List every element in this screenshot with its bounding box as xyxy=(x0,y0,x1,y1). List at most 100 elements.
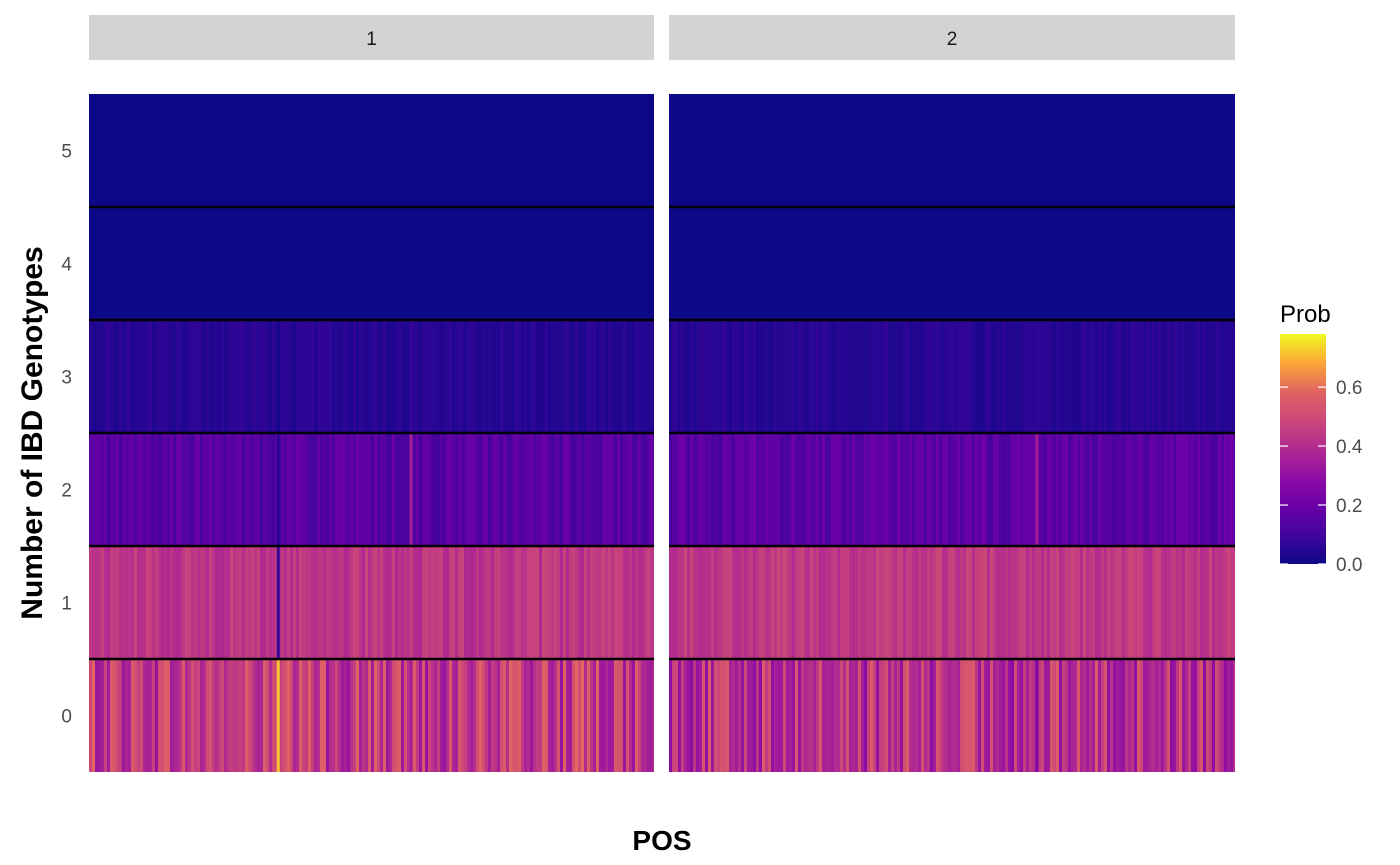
heatmap-cell xyxy=(903,320,907,433)
heatmap-cell xyxy=(626,546,630,659)
heatmap-cell xyxy=(1143,546,1147,659)
heatmap-cell xyxy=(1218,433,1222,546)
heatmap-cell xyxy=(840,659,844,772)
heatmap-cell xyxy=(1083,546,1087,659)
heatmap-cell xyxy=(347,659,351,772)
heatmap-cell xyxy=(1173,320,1177,433)
heatmap-cell xyxy=(1179,659,1183,772)
heatmap-cell xyxy=(1056,659,1060,772)
heatmap-cell xyxy=(179,546,183,659)
heatmap-cell xyxy=(933,433,937,546)
heatmap-cell xyxy=(350,320,354,433)
heatmap-cell xyxy=(921,433,925,546)
heatmap-cell xyxy=(1209,659,1213,772)
heatmap-cell xyxy=(503,320,507,433)
heatmap-cell xyxy=(596,546,600,659)
heatmap-cell xyxy=(1026,320,1030,433)
heatmap-cell xyxy=(647,546,651,659)
heatmap-cell xyxy=(218,659,222,772)
heatmap-cell xyxy=(263,659,267,772)
heatmap-cell xyxy=(551,659,555,772)
legend-ticks: 0.00.20.40.6 xyxy=(1280,378,1363,576)
heatmap-cell xyxy=(131,659,135,772)
heatmap-cell xyxy=(1197,659,1201,772)
heatmap-cell-highlight xyxy=(276,659,280,772)
heatmap-cell xyxy=(374,320,378,433)
heatmap-cell xyxy=(1200,320,1204,433)
heatmap-cell xyxy=(999,320,1003,433)
heatmap-cell xyxy=(308,433,312,546)
heatmap-cell xyxy=(413,433,417,546)
heatmap-cell xyxy=(846,320,850,433)
heatmap-cell xyxy=(620,433,624,546)
heatmap-cell xyxy=(912,320,916,433)
heatmap-cell xyxy=(720,659,724,772)
heatmap-cell xyxy=(365,546,369,659)
heatmap-cell xyxy=(596,320,600,433)
heatmap-cell xyxy=(335,433,339,546)
heatmap-cell xyxy=(1155,659,1159,772)
heatmap-cell xyxy=(440,433,444,546)
heatmap-cell xyxy=(984,320,988,433)
heatmap-cell xyxy=(215,546,219,659)
heatmap-cell xyxy=(753,433,757,546)
heatmap-cell xyxy=(1044,433,1048,546)
heatmap-cell xyxy=(590,433,594,546)
heatmap-cell xyxy=(506,546,510,659)
heatmap-cell xyxy=(260,659,264,772)
heatmap-cell xyxy=(1038,320,1042,433)
heatmap-cell xyxy=(1014,433,1018,546)
heatmap-cell xyxy=(1032,659,1036,772)
heatmap-cell xyxy=(1116,320,1120,433)
heatmap-cell xyxy=(1140,546,1144,659)
heatmap-cell xyxy=(987,659,991,772)
heatmap-cell xyxy=(1008,659,1012,772)
heatmap-cell xyxy=(332,659,336,772)
heatmap-cell xyxy=(182,433,186,546)
heatmap-cell xyxy=(810,433,814,546)
heatmap-cell xyxy=(948,433,952,546)
heatmap-cell xyxy=(1038,659,1042,772)
heatmap-cell xyxy=(1008,433,1012,546)
heatmap-cell xyxy=(275,320,279,433)
heatmap-cell xyxy=(326,320,330,433)
heatmap-cell xyxy=(1032,546,1036,659)
heatmap-cell xyxy=(1203,320,1207,433)
heatmap-cell xyxy=(783,433,787,546)
heatmap-cell xyxy=(467,320,471,433)
heatmap-cell xyxy=(1203,433,1207,546)
heatmap-cell xyxy=(684,320,688,433)
heatmap-cell xyxy=(533,433,537,546)
heatmap-cell xyxy=(437,433,441,546)
heatmap-cell xyxy=(593,546,597,659)
heatmap-cell xyxy=(1074,320,1078,433)
heatmap-cell xyxy=(608,659,612,772)
heatmap-cell xyxy=(1062,546,1066,659)
heatmap-cell xyxy=(401,546,405,659)
heatmap-cell xyxy=(272,433,276,546)
heatmap-cell xyxy=(1212,433,1216,546)
y-tick-label: 2 xyxy=(61,481,72,502)
heatmap-cell xyxy=(969,546,973,659)
heatmap-cell xyxy=(930,433,934,546)
heatmap-cell xyxy=(311,546,315,659)
heatmap-cell xyxy=(539,546,543,659)
heatmap-cell xyxy=(404,320,408,433)
heatmap-cell xyxy=(987,433,991,546)
heatmap-cell xyxy=(548,659,552,772)
heatmap-cell xyxy=(768,433,772,546)
heatmap-cell xyxy=(452,546,456,659)
heatmap-cell xyxy=(810,546,814,659)
heatmap-cell xyxy=(452,320,456,433)
heatmap-cell xyxy=(972,433,976,546)
heatmap-cell xyxy=(948,659,952,772)
heatmap-cell xyxy=(735,659,739,772)
heatmap-cell xyxy=(365,433,369,546)
heatmap-cell xyxy=(359,659,363,772)
heatmap-cell xyxy=(647,433,651,546)
heatmap-cell xyxy=(203,546,207,659)
heatmap-cell xyxy=(1011,659,1015,772)
heatmap-cell xyxy=(1044,659,1048,772)
heatmap-cell xyxy=(678,546,682,659)
heatmap-cell xyxy=(996,659,1000,772)
